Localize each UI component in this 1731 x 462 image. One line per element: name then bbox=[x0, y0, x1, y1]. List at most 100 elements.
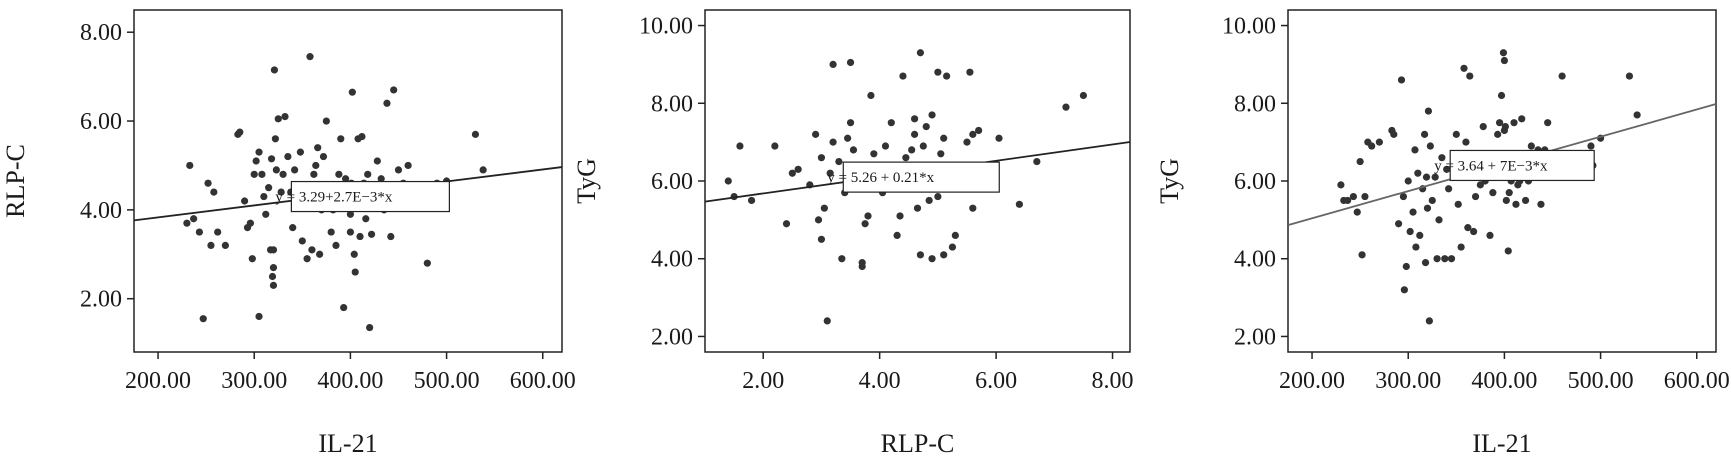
data-point bbox=[963, 138, 971, 146]
data-point bbox=[1425, 317, 1433, 325]
data-point bbox=[322, 117, 330, 125]
y-tick-label: 8.00 bbox=[1234, 91, 1276, 117]
data-point bbox=[471, 130, 480, 138]
data-point bbox=[1518, 115, 1526, 123]
data-point bbox=[366, 323, 374, 332]
data-point bbox=[1349, 192, 1358, 201]
data-point bbox=[928, 111, 936, 119]
data-point bbox=[298, 237, 306, 245]
data-point bbox=[289, 224, 297, 232]
data-point bbox=[314, 144, 322, 152]
data-point bbox=[1375, 138, 1383, 146]
x-tick-label: 300.00 bbox=[221, 368, 287, 394]
data-point bbox=[316, 250, 324, 258]
data-point bbox=[423, 259, 431, 267]
data-point bbox=[1464, 224, 1472, 232]
data-point bbox=[934, 192, 942, 201]
data-point bbox=[190, 215, 198, 223]
data-point bbox=[1390, 130, 1398, 138]
data-point bbox=[1395, 220, 1403, 228]
data-point bbox=[310, 170, 318, 178]
y-tick-label: 8.00 bbox=[80, 20, 122, 46]
data-point bbox=[1033, 157, 1041, 166]
data-point bbox=[341, 175, 350, 183]
data-point bbox=[277, 188, 285, 196]
x-tick-label: 500.00 bbox=[1568, 368, 1634, 394]
regression-equation: y = 3.64 + 7E−3*x bbox=[1434, 158, 1548, 174]
data-point bbox=[1404, 177, 1412, 185]
data-point bbox=[1416, 231, 1424, 240]
data-point bbox=[250, 170, 258, 178]
data-point bbox=[267, 155, 276, 163]
data-point bbox=[1499, 49, 1508, 57]
data-point bbox=[747, 196, 756, 205]
data-point bbox=[1420, 130, 1429, 138]
data-point bbox=[1356, 157, 1364, 166]
data-point bbox=[306, 53, 314, 61]
data-point bbox=[940, 251, 948, 259]
x-axis-label: RLP-C bbox=[881, 429, 955, 458]
data-point bbox=[846, 58, 855, 67]
data-point bbox=[1476, 181, 1484, 189]
data-point bbox=[771, 142, 779, 150]
data-point bbox=[479, 166, 487, 174]
data-point bbox=[258, 170, 266, 178]
y-tick-label: 4.00 bbox=[651, 247, 693, 273]
scatter-plot-svg: 200.00 300.00 400.00 500.00 600.00 2.00 4.00 6.… bbox=[1155, 9, 1730, 458]
data-point bbox=[1361, 192, 1369, 201]
data-point bbox=[1402, 262, 1410, 271]
data-point bbox=[246, 219, 254, 227]
data-point bbox=[269, 246, 278, 254]
data-point bbox=[404, 161, 412, 170]
data-point bbox=[864, 212, 872, 220]
data-point bbox=[1625, 72, 1634, 80]
data-point bbox=[1438, 154, 1446, 162]
data-point bbox=[195, 228, 204, 236]
data-point bbox=[1421, 259, 1430, 267]
data-point bbox=[271, 135, 279, 143]
x-tick-label: 4.00 bbox=[859, 368, 901, 394]
data-point bbox=[1494, 130, 1502, 138]
data-point bbox=[1424, 107, 1433, 115]
data-point bbox=[1443, 165, 1451, 173]
scatter-plot-svg: 2.00 4.00 6.00 8.00 2.00 4.00 6.00 8.00 10.00 RLP… bbox=[572, 9, 1134, 458]
data-point bbox=[902, 154, 910, 162]
data-point bbox=[281, 112, 289, 121]
data-point bbox=[279, 170, 287, 178]
data-point bbox=[269, 281, 278, 289]
x-tick-label: 300.00 bbox=[1375, 368, 1441, 394]
data-point bbox=[1486, 231, 1494, 240]
data-point bbox=[838, 255, 846, 263]
data-point bbox=[995, 134, 1003, 142]
data-point bbox=[1454, 200, 1462, 208]
data-point bbox=[312, 161, 320, 170]
data-point bbox=[893, 231, 901, 240]
x-tick-label: 600.00 bbox=[510, 368, 576, 394]
data-point bbox=[1457, 243, 1465, 251]
data-point bbox=[1489, 189, 1497, 197]
x-tick-label: 200.00 bbox=[1279, 368, 1345, 394]
data-point bbox=[861, 220, 869, 228]
data-point bbox=[951, 231, 959, 240]
chart-rlpc-vs-il21: 200.00 300.00 400.00 500.00 600.00 2.00 4.00 6.… bbox=[0, 0, 577, 462]
data-point bbox=[1344, 196, 1352, 205]
data-point bbox=[241, 197, 249, 205]
data-point bbox=[794, 165, 802, 173]
data-point bbox=[1412, 243, 1420, 251]
data-point bbox=[1358, 251, 1366, 259]
y-tick-label: 6.00 bbox=[1234, 169, 1276, 195]
data-point bbox=[910, 115, 919, 123]
data-point bbox=[817, 235, 826, 243]
equation-box bbox=[1449, 149, 1595, 182]
x-tick-label: 2.00 bbox=[742, 368, 784, 394]
data-point bbox=[1337, 181, 1345, 189]
data-point bbox=[270, 66, 279, 74]
data-point bbox=[1471, 192, 1480, 201]
y-tick-label: 2.00 bbox=[651, 324, 693, 350]
data-point bbox=[1479, 122, 1487, 131]
chart-tyg-vs-il21: 200.00 300.00 400.00 500.00 600.00 2.00 4.00 6.… bbox=[1154, 0, 1731, 462]
data-point bbox=[823, 317, 831, 325]
chart-tyg-vs-rlpc: 2.00 4.00 6.00 8.00 2.00 4.00 6.00 8.00 10.00 RLP… bbox=[572, 0, 1154, 462]
data-point bbox=[922, 122, 930, 131]
data-point bbox=[913, 204, 922, 212]
